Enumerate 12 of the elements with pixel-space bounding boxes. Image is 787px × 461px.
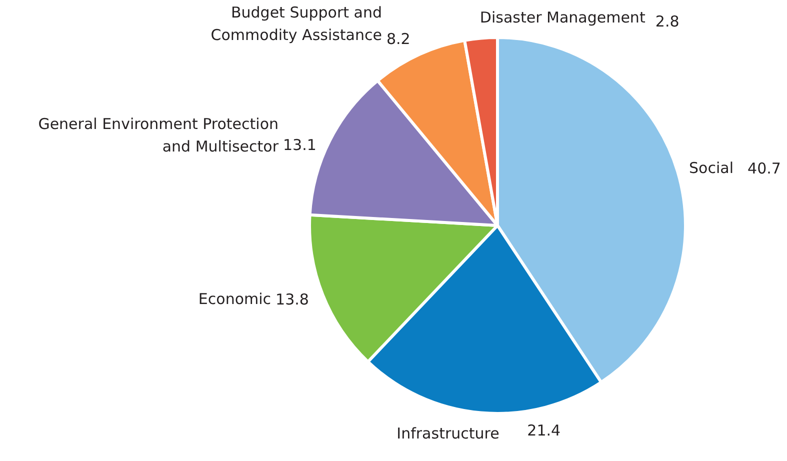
slice-label: Budget Support and Commodity Assistance bbox=[210, 4, 382, 44]
data-label: 40.7 bbox=[748, 159, 781, 178]
data-label: 21.4 bbox=[527, 422, 561, 440]
slice-label: Infrastructure bbox=[396, 424, 500, 443]
data-label: 13.1 bbox=[283, 136, 316, 154]
slice-label: Social bbox=[689, 158, 734, 177]
data-label: 13.8 bbox=[276, 290, 309, 309]
slice-label: Economic bbox=[198, 290, 272, 308]
data-label: 2.8 bbox=[655, 12, 680, 30]
data-label: 8.2 bbox=[386, 30, 410, 48]
slice-label: General Environment Protection and Multisector bbox=[38, 115, 280, 156]
slice-label: Disaster Management bbox=[480, 8, 646, 26]
